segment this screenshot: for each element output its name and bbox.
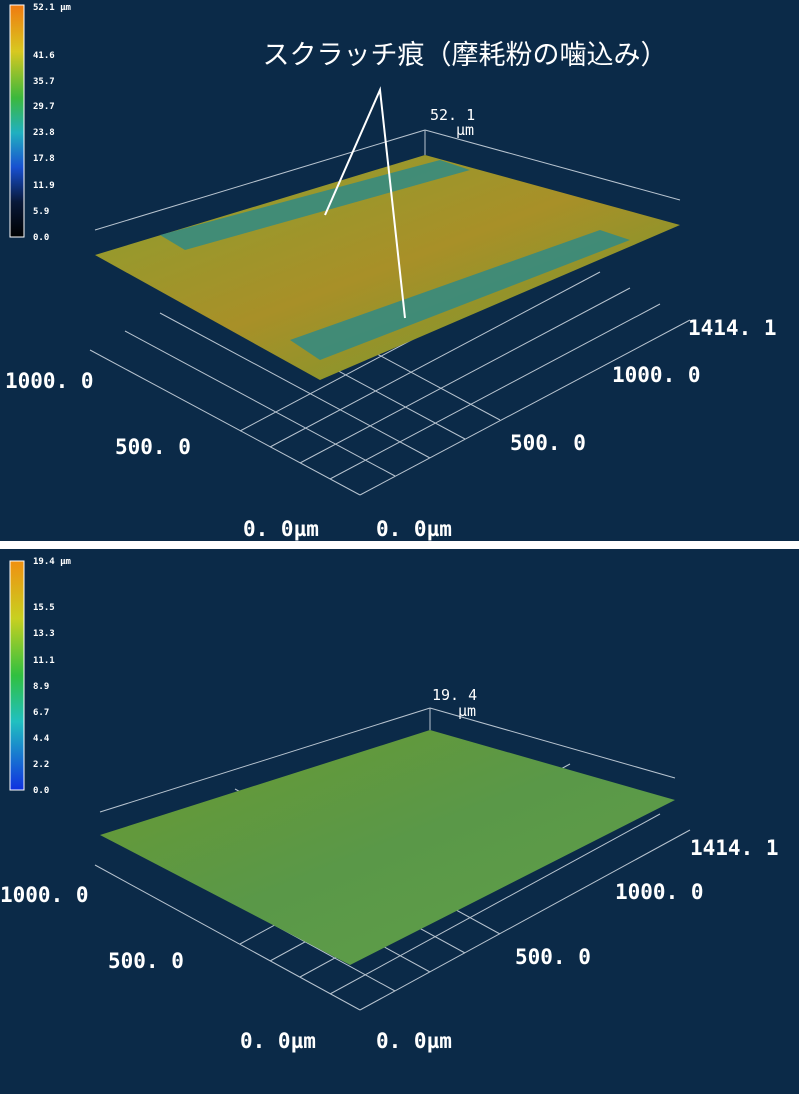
- colorbar: [9, 4, 25, 238]
- colorbar-label: 11.9: [33, 181, 55, 191]
- colorbar-label: 6.7: [33, 708, 49, 718]
- colorbar-label: 52.1 µm: [33, 3, 72, 13]
- axis-label: 0. 0µm: [240, 1029, 316, 1053]
- axis-label: 500. 0: [515, 945, 591, 969]
- panel-1: スクラッチ痕（摩耗粉の噛込み） 52.1 µm 41.6 35.7 29.7 2…: [5, 3, 777, 541]
- z-unit: µm: [458, 702, 476, 720]
- axis-label: 1414. 1: [690, 836, 779, 860]
- colorbar-label: 23.8: [33, 128, 55, 138]
- colorbar-label: 13.3: [33, 629, 55, 639]
- colorbar-label: 8.9: [33, 682, 49, 692]
- colorbar-label: 17.8: [33, 154, 55, 164]
- scratch: [290, 230, 630, 360]
- surface: [100, 730, 675, 965]
- colorbar-label: 15.5: [33, 603, 55, 613]
- annotation: スクラッチ痕（摩耗粉の噛込み）: [263, 40, 668, 71]
- colorbar-label: 41.6: [33, 51, 55, 61]
- colorbar: [9, 560, 25, 791]
- axis-label: 500. 0: [510, 431, 586, 455]
- colorbar-label: 0.0: [33, 786, 49, 796]
- panel-2: 19.4 µm 15.5 13.3 11.1 8.9 6.7 4.4 2.2 0…: [0, 557, 779, 1053]
- axis-label: 0. 0µm: [376, 517, 452, 541]
- axis-label: 500. 0: [115, 435, 191, 459]
- scratch: [160, 160, 470, 250]
- axis-label: 1000. 0: [0, 883, 89, 907]
- axis-label: 0. 0µm: [376, 1029, 452, 1053]
- axis-label: 1000. 0: [5, 369, 94, 393]
- colorbar-label: 2.2: [33, 760, 49, 770]
- colorbar-label: 29.7: [33, 102, 55, 112]
- arrow: [324, 86, 406, 319]
- z-max: 19. 4: [432, 686, 477, 704]
- colorbar-label: 35.7: [33, 77, 55, 87]
- colorbar-label: 0.0: [33, 233, 49, 243]
- colorbar-label: 11.1: [33, 656, 55, 666]
- axis-label: 0. 0µm: [243, 517, 319, 541]
- z-max: 52. 1: [430, 106, 475, 124]
- axis-label: 1000. 0: [612, 363, 701, 387]
- colorbar-label: 19.4 µm: [33, 557, 72, 567]
- axis-label: 1000. 0: [615, 880, 704, 904]
- axis-label: 1414. 1: [688, 316, 777, 340]
- z-unit: µm: [456, 121, 474, 139]
- surface: [95, 155, 680, 380]
- colorbar-label: 4.4: [33, 734, 50, 744]
- colorbar-label: 5.9: [33, 207, 49, 217]
- axis-label: 500. 0: [108, 949, 184, 973]
